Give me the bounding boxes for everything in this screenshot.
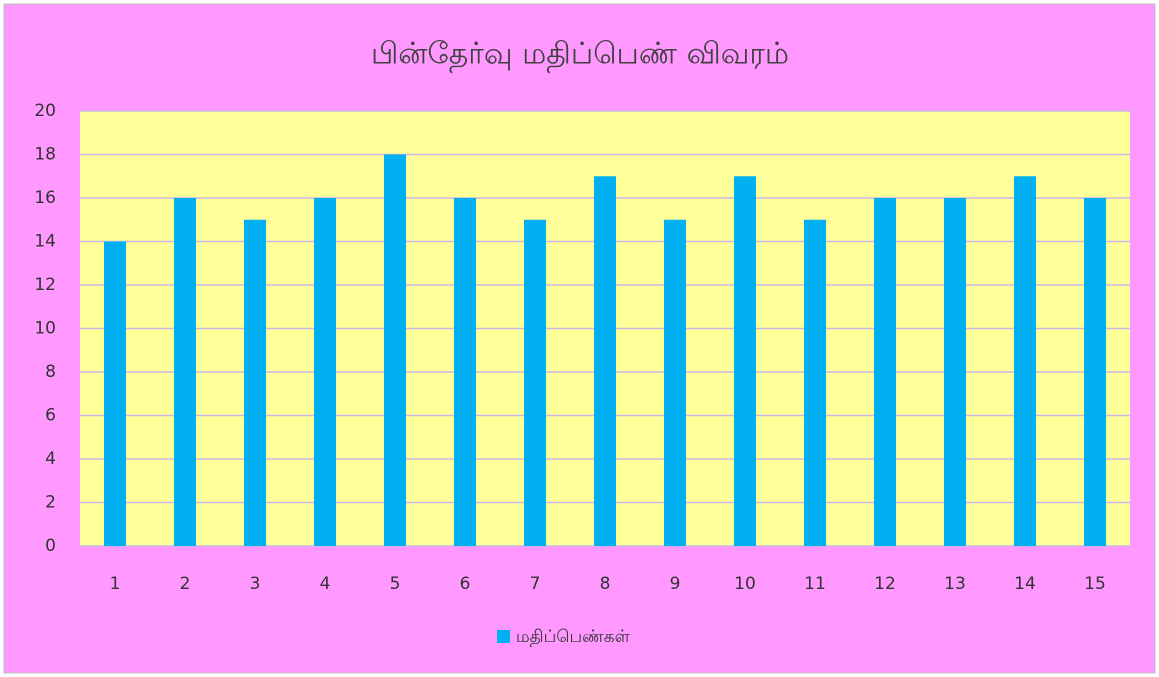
y-tick-label: 14	[34, 232, 56, 252]
y-tick-label: 10	[34, 319, 56, 339]
bar	[314, 198, 336, 546]
bar	[804, 219, 826, 546]
bar	[454, 198, 476, 546]
x-tick-label: 8	[600, 574, 611, 594]
legend-label: மதிப்பெண்கள்	[516, 627, 631, 647]
y-tick-label: 8	[45, 362, 56, 382]
x-tick-label: 11	[804, 574, 826, 594]
bar	[104, 241, 126, 546]
x-tick-label: 5	[390, 574, 401, 594]
bar	[174, 198, 196, 546]
y-tick-label: 0	[45, 536, 56, 556]
y-tick-label: 2	[45, 493, 56, 513]
bar	[384, 154, 406, 546]
bar	[944, 198, 966, 546]
x-tick-label: 6	[460, 574, 471, 594]
bar	[664, 219, 686, 546]
y-tick-label: 12	[34, 275, 56, 295]
y-tick-label: 18	[34, 145, 56, 165]
x-tick-label: 9	[670, 574, 681, 594]
bar	[1014, 176, 1036, 546]
chart-title: பின்தேர்வு மதிப்பெண் விவரம்	[371, 37, 789, 74]
bar	[244, 219, 266, 546]
bar	[524, 219, 546, 546]
bar	[734, 176, 756, 546]
bar	[594, 176, 616, 546]
x-tick-label: 13	[944, 574, 966, 594]
x-tick-label: 3	[250, 574, 261, 594]
bar	[874, 198, 896, 546]
x-tick-label: 10	[734, 574, 756, 594]
x-tick-label: 7	[530, 574, 541, 594]
x-tick-label: 12	[874, 574, 896, 594]
x-tick-label: 15	[1084, 574, 1106, 594]
x-tick-label: 4	[320, 574, 331, 594]
y-tick-label: 16	[34, 188, 56, 208]
bar	[1084, 198, 1106, 546]
y-tick-label: 6	[45, 406, 56, 426]
x-tick-label: 2	[180, 574, 191, 594]
legend-swatch	[497, 630, 510, 643]
y-tick-label: 20	[34, 101, 56, 121]
x-tick-label: 1	[110, 574, 121, 594]
y-tick-label: 4	[45, 449, 56, 469]
x-tick-label: 14	[1014, 574, 1036, 594]
